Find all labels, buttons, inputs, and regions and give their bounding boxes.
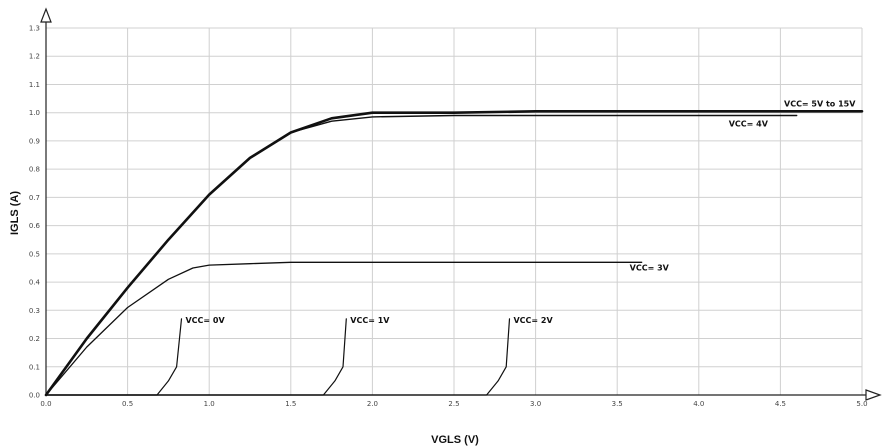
series-labels: VCC= 5V to 15V VCC= 4V VCC= 3V VCC= 0V VCC= … [185, 99, 856, 324]
axes [40, 7, 882, 401]
y-tick-label: 0.5 [29, 250, 40, 258]
grid [46, 27, 863, 395]
x-tick-label: 1.5 [285, 400, 296, 408]
y-tick-label: 0.4 [29, 279, 41, 287]
y-tick-label: 1.0 [29, 109, 40, 117]
y-tick-label: 0.8 [29, 166, 40, 174]
series-label-3: VCC= 0V [185, 316, 225, 325]
y-tick-label: 1.1 [29, 81, 40, 89]
series-label-4: VCC= 1V [350, 316, 390, 325]
x-tick-label: 2.5 [448, 400, 459, 408]
tick-labels: 0.0 0.1 0.2 0.3 0.4 0.5 0.6 0.7 0.8 0.9 1.0 1.1 1.2 1… [29, 25, 868, 409]
series-line-4 [45, 318, 347, 396]
x-tick-label: 3.0 [530, 400, 541, 408]
curves [44, 110, 864, 397]
x-tick-label: 2.0 [367, 400, 378, 408]
x-tick-label: 3.5 [612, 400, 623, 408]
series-label-0: VCC= 5V to 15V [784, 99, 856, 108]
series-line-2 [45, 261, 643, 396]
y-tick-label: 0.2 [29, 335, 40, 343]
y-tick-label: 0.6 [29, 222, 41, 230]
x-axis-arrow-icon [865, 389, 882, 401]
y-tick-label: 1.2 [29, 53, 40, 61]
y-tick-label: 0.7 [29, 194, 40, 202]
x-tick-label: 4.0 [693, 400, 704, 408]
x-tick-label: 0.0 [40, 400, 51, 408]
y-axis-label: IGLS (A) [9, 191, 21, 235]
y-tick-label: 0.9 [29, 137, 40, 145]
series-line-3 [45, 318, 183, 396]
x-tick-label: 1.0 [204, 400, 215, 408]
series-label-2: VCC= 3V [630, 263, 670, 272]
y-tick-label: 0.0 [29, 392, 40, 400]
y-tick-label: 0.3 [29, 307, 40, 315]
x-tick-label: 4.5 [775, 400, 786, 408]
x-tick-label: 0.5 [122, 400, 133, 408]
series-line-1 [45, 114, 798, 396]
series-label-5: VCC= 2V [513, 316, 553, 325]
y-tick-label: 1.3 [29, 25, 40, 33]
series-label-1: VCC= 4V [729, 120, 769, 129]
series-line-5 [45, 318, 511, 396]
y-axis-arrow-icon [40, 7, 52, 23]
x-tick-label: 5.0 [856, 400, 867, 408]
x-axis-label: VGLS (V) [431, 434, 479, 446]
y-tick-label: 0.1 [29, 363, 40, 371]
